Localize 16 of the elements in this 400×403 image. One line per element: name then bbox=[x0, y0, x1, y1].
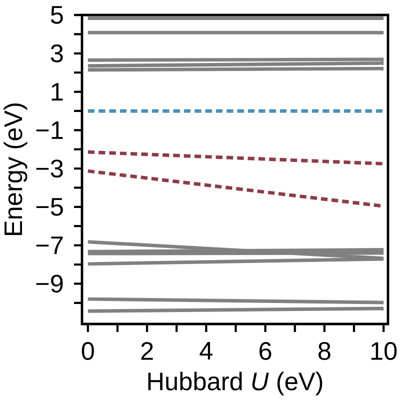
y-tick-label: 3 bbox=[50, 44, 63, 62]
y-tick-label: −1 bbox=[36, 121, 63, 139]
y-axis-title: Energy (eV) bbox=[4, 104, 28, 236]
x-tick-label: 10 bbox=[371, 342, 397, 360]
x-tick-label: 0 bbox=[82, 342, 94, 360]
y-tick-label: −7 bbox=[36, 236, 63, 254]
x-tick-label: 8 bbox=[318, 342, 330, 360]
x-tick-label: 6 bbox=[260, 342, 272, 360]
x-tick-label: 4 bbox=[200, 342, 212, 360]
y-tick-label: −9 bbox=[36, 274, 63, 293]
y-tick-label: 5 bbox=[50, 6, 63, 24]
y-tick-label: −3 bbox=[36, 160, 63, 178]
y-tick-label: −5 bbox=[36, 198, 63, 216]
x-axis-title: Hubbard U (eV) bbox=[148, 372, 322, 396]
y-tick-label: 1 bbox=[52, 83, 63, 100]
x-tick-label: 2 bbox=[141, 342, 153, 360]
